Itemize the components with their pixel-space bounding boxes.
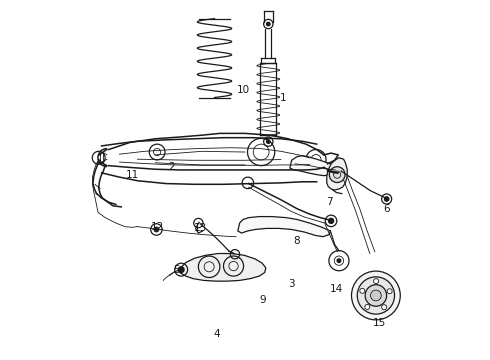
Circle shape bbox=[365, 285, 387, 306]
Text: 8: 8 bbox=[294, 236, 300, 246]
Text: 4: 4 bbox=[213, 329, 220, 339]
Text: 14: 14 bbox=[330, 284, 343, 294]
Circle shape bbox=[351, 271, 400, 320]
Circle shape bbox=[365, 305, 370, 310]
Circle shape bbox=[382, 305, 387, 310]
Circle shape bbox=[373, 279, 379, 284]
Text: 5: 5 bbox=[173, 265, 180, 275]
Circle shape bbox=[267, 140, 270, 143]
Circle shape bbox=[267, 22, 270, 26]
Text: 9: 9 bbox=[260, 295, 266, 305]
Polygon shape bbox=[327, 158, 347, 190]
Polygon shape bbox=[238, 217, 330, 237]
Circle shape bbox=[337, 259, 341, 262]
Text: 3: 3 bbox=[288, 279, 295, 289]
Text: 2: 2 bbox=[168, 162, 175, 172]
Circle shape bbox=[357, 277, 394, 314]
Circle shape bbox=[178, 267, 184, 273]
Text: 12: 12 bbox=[150, 222, 164, 231]
Text: 13: 13 bbox=[194, 224, 207, 233]
Text: 7: 7 bbox=[326, 197, 333, 207]
Text: 10: 10 bbox=[237, 85, 250, 95]
Polygon shape bbox=[180, 253, 266, 281]
Circle shape bbox=[387, 289, 392, 294]
Circle shape bbox=[370, 290, 381, 301]
Text: 6: 6 bbox=[383, 204, 390, 214]
Text: 11: 11 bbox=[125, 170, 139, 180]
Text: 15: 15 bbox=[373, 319, 386, 328]
Text: 1: 1 bbox=[279, 93, 286, 103]
Circle shape bbox=[329, 167, 345, 183]
Circle shape bbox=[385, 197, 389, 201]
Circle shape bbox=[154, 227, 159, 232]
Polygon shape bbox=[290, 156, 338, 176]
Circle shape bbox=[360, 288, 365, 293]
Circle shape bbox=[329, 219, 334, 224]
